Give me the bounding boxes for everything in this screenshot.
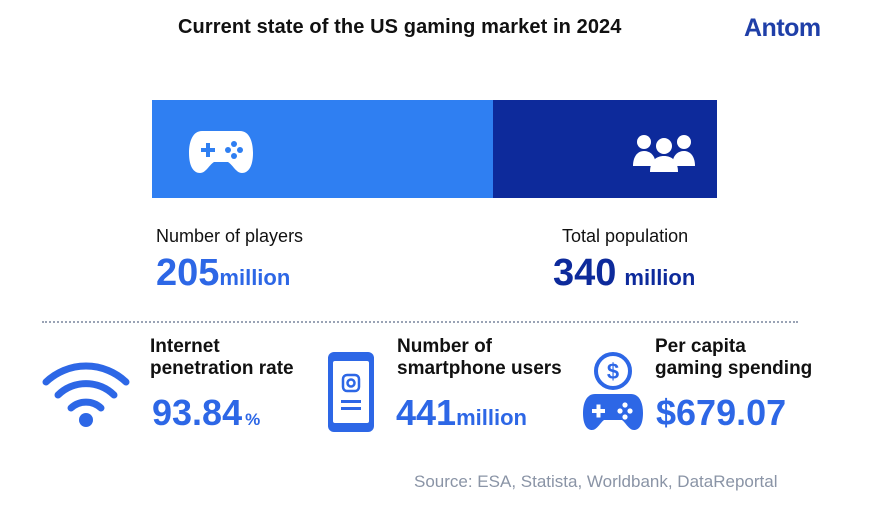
population-number: 340 <box>553 252 617 294</box>
players-unit: million <box>219 265 291 290</box>
wifi-icon <box>40 354 132 430</box>
smartphone-label: Number of smartphone users <box>397 336 562 380</box>
population-value: 340 million <box>553 252 695 295</box>
dollar-gamepad-icon: $ <box>582 350 644 432</box>
population-unit: million <box>624 265 696 290</box>
population-bar <box>152 100 717 198</box>
spending-value: $679.07 <box>656 392 787 433</box>
source-note: Source: ESA, Statista, Worldbank, DataRe… <box>414 472 778 491</box>
smartphone-icon <box>326 350 376 434</box>
section-divider <box>42 321 798 323</box>
smartphone-value: 441million <box>396 392 527 434</box>
spending-label: Per capita gaming spending <box>655 336 812 380</box>
smartphone-label-line1: Number of <box>397 336 492 357</box>
internet-label: Internet penetration rate <box>150 336 294 380</box>
spending-label-line2: gaming spending <box>655 358 813 379</box>
gamepad-icon <box>188 127 254 175</box>
players-label: Number of players <box>156 226 304 246</box>
svg-text:$: $ <box>607 359 619 384</box>
population-label: Total population <box>562 226 689 246</box>
players-value: 205million <box>156 252 290 295</box>
smartphone-label-line2: smartphone users <box>397 358 562 379</box>
people-group-icon <box>632 132 696 172</box>
internet-label-line2: penetration rate <box>150 358 294 379</box>
smartphone-unit: million <box>456 405 527 430</box>
internet-number: 93.84 <box>152 392 243 433</box>
spending-label-line1: Per capita <box>655 336 746 357</box>
players-number: 205 <box>156 252 220 294</box>
internet-label-line1: Internet <box>150 336 220 357</box>
page-title: Current state of the US gaming market in… <box>178 16 622 38</box>
internet-unit: % <box>245 410 261 429</box>
smartphone-number: 441 <box>396 392 457 433</box>
brand-logo: Antom <box>744 14 821 42</box>
internet-value: 93.84% <box>152 392 260 434</box>
